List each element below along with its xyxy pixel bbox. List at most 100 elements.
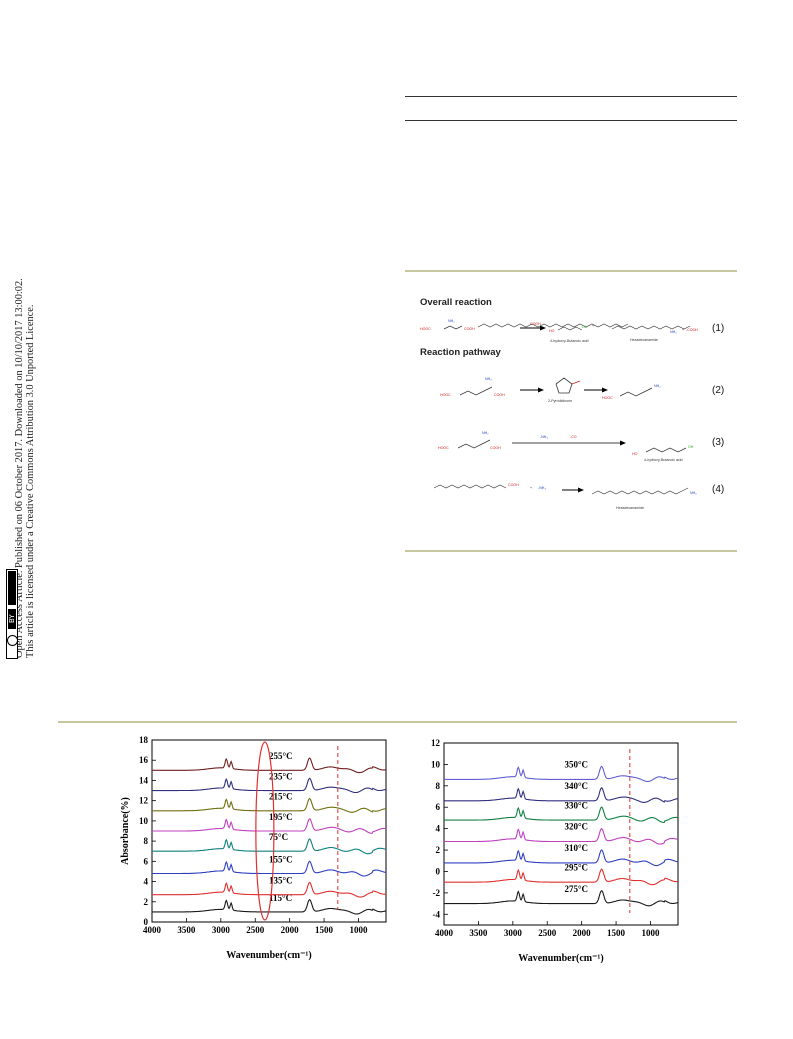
y-tick-label: 6 bbox=[436, 802, 441, 812]
series-line bbox=[444, 890, 679, 907]
y-tick-label: -2 bbox=[433, 888, 441, 898]
x-tick-label: 1500 bbox=[315, 925, 334, 935]
eq4-nh2: NH₂ bbox=[690, 491, 697, 495]
highlight-ellipse bbox=[255, 741, 275, 921]
cc-badge-dark-block bbox=[8, 571, 16, 605]
series-label: 340°C bbox=[564, 781, 588, 791]
scheme-top-rule bbox=[405, 270, 737, 272]
eq3-hooc: HOOC bbox=[438, 446, 449, 450]
series-label: 135°C bbox=[269, 876, 293, 886]
y-tick-label: 12 bbox=[431, 738, 441, 748]
x-tick-label: 1000 bbox=[641, 928, 660, 938]
x-axis-label: Wavenumber(cm⁻¹) bbox=[518, 953, 603, 964]
series-line bbox=[152, 797, 386, 813]
eq1-plus: + bbox=[592, 324, 595, 328]
scheme-drawing bbox=[433, 323, 691, 495]
series-label: 310°C bbox=[564, 843, 588, 853]
x-tick-label: 3500 bbox=[469, 928, 488, 938]
series-line bbox=[152, 757, 387, 774]
series-label: 155°C bbox=[269, 854, 293, 864]
y-tick-label: -4 bbox=[433, 909, 441, 919]
eq4-name-hex: Hexadecanamide bbox=[616, 506, 644, 510]
overall-reaction-heading: Overall reaction bbox=[420, 297, 492, 308]
scheme-bottom-rule bbox=[405, 550, 737, 552]
eq2-nh2: NH₂ bbox=[485, 377, 492, 381]
eq3-nh2: NH₂ bbox=[482, 431, 489, 435]
series-label: 295°C bbox=[564, 862, 588, 872]
series-line bbox=[444, 849, 679, 867]
y-tick-label: 8 bbox=[436, 781, 441, 791]
eq4-nh3: -NH₃ bbox=[538, 486, 546, 490]
series-line bbox=[444, 827, 679, 845]
eq1-cooh-2: COOH bbox=[530, 322, 541, 326]
eq4-plus: + bbox=[530, 486, 533, 490]
eq2-nh2-product: NH₂ bbox=[654, 384, 661, 388]
y-axis-label: Absorbance(%) bbox=[120, 797, 131, 865]
x-axis-label: Wavenumber(cm⁻¹) bbox=[226, 950, 311, 961]
eq2-name-pyr: 2-Pyrrolidinone bbox=[548, 399, 573, 403]
x-tick-label: 3000 bbox=[212, 925, 231, 935]
eq3-oh: OH bbox=[688, 445, 694, 449]
x-tick-label: 2000 bbox=[281, 925, 300, 935]
series-line bbox=[152, 818, 387, 834]
y-tick-label: 0 bbox=[144, 917, 149, 927]
cc-license-badge[interactable]: BY bbox=[6, 569, 18, 659]
figure-top-rule bbox=[58, 721, 737, 723]
reaction-pathway-heading: Reaction pathway bbox=[420, 347, 501, 358]
series-label: 275°C bbox=[564, 884, 588, 894]
series-label: 215°C bbox=[269, 792, 293, 802]
eq1-nh2: NH₂ bbox=[448, 319, 455, 323]
eq1-number: (1) bbox=[712, 323, 725, 334]
y-tick-label: 4 bbox=[144, 877, 149, 887]
y-tick-label: 0 bbox=[436, 866, 441, 876]
eq1-plus-2: + bbox=[682, 328, 685, 332]
x-tick-label: 3000 bbox=[504, 928, 523, 938]
ftir-chart-right: 4000 3500 3000 2500 2000 1500 1000 -4 -2 0 2 4 6 8 10 1… bbox=[431, 738, 679, 964]
eq1-nh2-product: NH₂ bbox=[670, 330, 677, 334]
cc-icon bbox=[7, 635, 18, 646]
series-line bbox=[152, 777, 387, 794]
eq1-name-hba: 4-hydroxy-Butanoic acid bbox=[550, 339, 589, 343]
series-label: 320°C bbox=[564, 822, 588, 832]
eq1-cooh: COOH bbox=[464, 327, 475, 331]
series-line bbox=[444, 868, 678, 886]
y-tick-label: 10 bbox=[139, 816, 149, 826]
series-label: 235°C bbox=[269, 771, 293, 781]
series-line bbox=[152, 838, 387, 855]
eq2-hooc-product: HOOC bbox=[602, 396, 613, 400]
eq4-cooh: COOH bbox=[508, 483, 519, 487]
eq2-cooh: COOH bbox=[494, 393, 505, 397]
series-label: 330°C bbox=[564, 800, 588, 810]
eq1-name-hex: Hexadecanamide bbox=[630, 338, 658, 342]
table-top-rule bbox=[405, 96, 737, 97]
plot-frame bbox=[443, 742, 679, 926]
y-tick-label: 4 bbox=[436, 824, 441, 834]
y-tick-label: 10 bbox=[431, 759, 441, 769]
ftir-chart-left: 4000 3500 3000 2500 2000 1500 1000 0 2 4 6 8 10 12 14 1… bbox=[120, 735, 387, 961]
series-line bbox=[444, 787, 679, 803]
series-label: 195°C bbox=[269, 812, 293, 822]
eq3-name-hba: 4-hydroxy-Butanoic acid bbox=[644, 458, 683, 462]
series-label: 350°C bbox=[564, 760, 588, 770]
eq2-number: (2) bbox=[712, 385, 725, 396]
x-tick-label: 2500 bbox=[246, 925, 265, 935]
x-tick-label: 2000 bbox=[573, 928, 592, 938]
y-tick-label: 8 bbox=[144, 836, 149, 846]
cc-by-label: BY bbox=[8, 609, 16, 629]
eq3-cooh: COOH bbox=[490, 446, 501, 450]
eq1-oh: OH bbox=[582, 325, 588, 329]
y-tick-label: 2 bbox=[144, 897, 149, 907]
eq3-number: (3) bbox=[712, 437, 725, 448]
x-tick-label: 4000 bbox=[435, 928, 454, 938]
license-line-2[interactable]: This article is licensed under a Creativ… bbox=[25, 304, 36, 658]
eq1-minus-cooh: -COOH bbox=[686, 328, 698, 332]
eq3-minus-nh3: -NH₃ bbox=[540, 435, 548, 439]
table-header-rule bbox=[405, 120, 737, 121]
x-tick-label: 1000 bbox=[349, 925, 368, 935]
series-line bbox=[152, 860, 387, 877]
reaction-scheme: Overall reaction Reaction pathway HOOC N… bbox=[420, 292, 736, 536]
eq3-ho: HO bbox=[632, 452, 638, 456]
eq1-ho: HO bbox=[549, 329, 555, 333]
eq1-hooc: HOOC bbox=[420, 327, 431, 331]
eq4-number: (4) bbox=[712, 484, 725, 495]
